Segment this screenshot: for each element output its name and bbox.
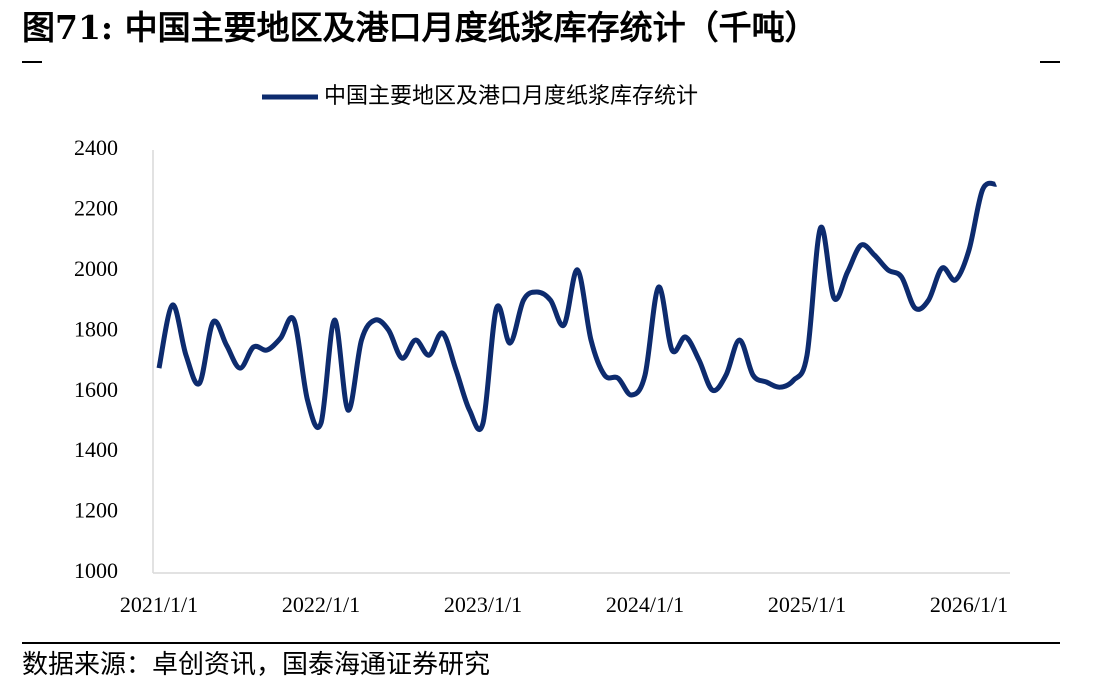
data-line: [156, 180, 997, 433]
source-note: 数据来源：卓创资讯，国泰海通证券研究: [22, 650, 490, 680]
x-tick-label: 2022/1/1: [282, 592, 360, 617]
y-tick-label: 2200: [74, 195, 118, 220]
y-tick-label: 2400: [74, 135, 118, 160]
x-tick-label: 2025/1/1: [768, 592, 846, 617]
y-tick-label: 2000: [74, 256, 118, 281]
x-tick-label: 2026/1/1: [930, 592, 1008, 617]
y-tick-label: 1000: [74, 558, 118, 583]
x-tick-label: 2021/1/1: [120, 592, 198, 617]
y-tick-label: 1800: [74, 316, 118, 341]
chart-title: 图71: 中国主要地区及港口月度纸浆库存统计（千吨）: [22, 8, 818, 47]
x-tick-label: 2024/1/1: [606, 592, 684, 617]
y-tick-label: 1400: [74, 437, 118, 462]
y-tick-label: 1200: [74, 498, 118, 523]
x-tick-label: 2023/1/1: [444, 592, 522, 617]
y-tick-label: 1600: [74, 377, 118, 402]
legend-label: 中国主要地区及港口月度纸浆库存统计: [324, 84, 698, 109]
